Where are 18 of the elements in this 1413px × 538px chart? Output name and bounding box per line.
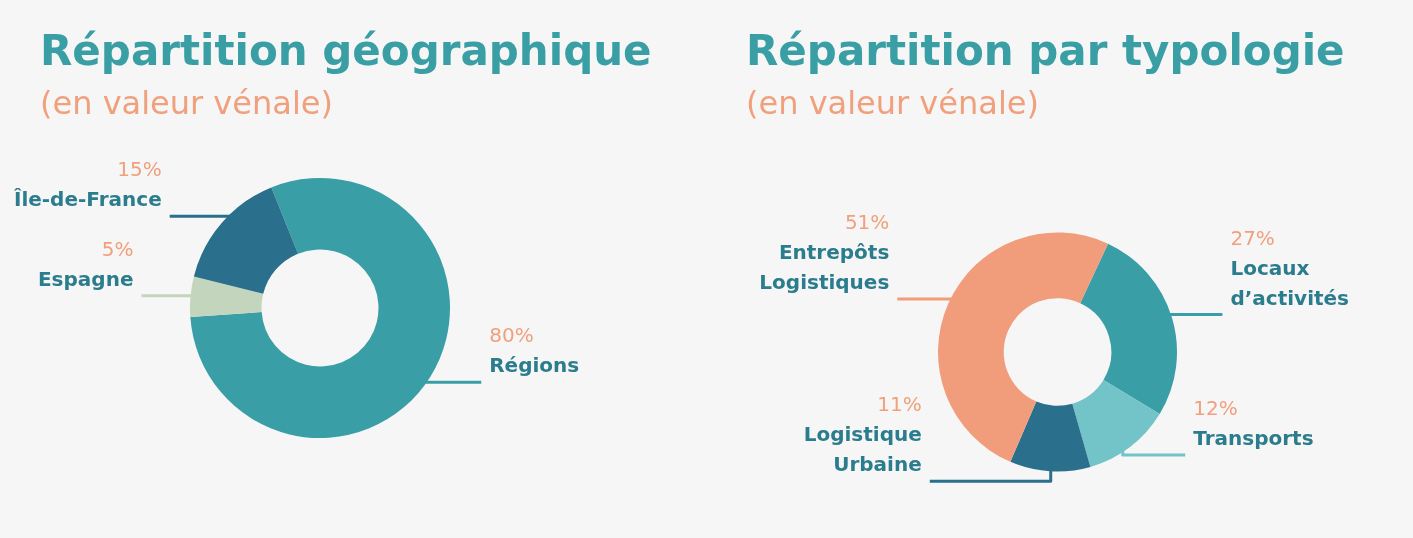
data-label: 80% bbox=[489, 323, 534, 348]
chart-title: Répartition géographique bbox=[40, 26, 652, 75]
slice-label: Régions bbox=[489, 353, 580, 378]
slice-label: Entrepôts Logistiques bbox=[759, 240, 890, 295]
chart-subtitle: (en valeur vénale) bbox=[746, 84, 1039, 122]
data-label: 15% bbox=[117, 157, 162, 182]
data-label: 27% bbox=[1230, 225, 1275, 250]
slice-label: Île-de-France bbox=[13, 187, 162, 212]
data-label: 11% bbox=[877, 392, 922, 417]
data-label: 12% bbox=[1193, 396, 1238, 421]
chart-subtitle: (en valeur vénale) bbox=[40, 84, 333, 122]
slice-label: Transports bbox=[1193, 426, 1314, 451]
data-label: 5% bbox=[101, 237, 134, 261]
slice-label: Espagne bbox=[37, 267, 134, 291]
chart-title: Répartition par typologie bbox=[746, 26, 1345, 75]
slice-label: Logistique Urbaine bbox=[803, 422, 922, 477]
data-label: 51% bbox=[844, 210, 890, 235]
slice-label: Locaux d’activités bbox=[1230, 255, 1350, 310]
